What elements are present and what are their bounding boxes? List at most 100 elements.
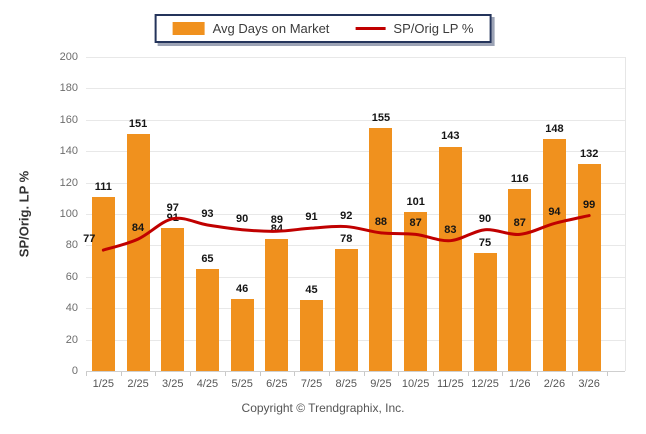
x-tick-mark: [120, 372, 122, 376]
bar-value-label: 45: [305, 284, 318, 297]
bar-value-label: 116: [510, 172, 529, 185]
bar: [334, 248, 358, 371]
line-value-label: 87: [409, 217, 422, 230]
line-value-label: 97: [166, 201, 179, 214]
line-value-label: 90: [478, 212, 492, 225]
legend-label-avg-days-on-market: Avg Days on Market: [212, 21, 330, 36]
y-tick-label: 140: [59, 145, 78, 158]
y-axis-title: SP/Orig. LP %: [16, 170, 32, 258]
y-tick-label: 160: [59, 113, 78, 126]
line-value-label: 92: [340, 209, 353, 222]
x-tick-mark: [155, 372, 157, 376]
gridline: [86, 57, 625, 58]
x-tick-label: 9/25: [370, 378, 392, 390]
x-tick-mark: [398, 372, 400, 376]
gridline: [86, 371, 625, 372]
gridline: [86, 245, 625, 247]
x-tick-mark: [467, 372, 469, 376]
x-tick-mark: [328, 372, 330, 376]
bar: [161, 228, 185, 371]
gridline: [86, 151, 625, 153]
bar-series-swatch-icon: [172, 22, 205, 35]
x-tick-label: 1/26: [509, 378, 531, 390]
x-tick-label: 5/25: [231, 378, 253, 390]
y-tick-label: 60: [65, 270, 78, 283]
legend: Avg Days on Market SP/Orig LP %: [154, 14, 492, 43]
x-tick-label: 2/26: [543, 378, 566, 390]
x-tick-label: 7/25: [300, 378, 323, 390]
line-value-label: 90: [236, 212, 249, 225]
gridline: [86, 182, 625, 184]
copyright-text: Copyright © Trendgraphix, Inc.: [241, 401, 405, 415]
bar-value-label: 143: [441, 130, 460, 143]
bar: [300, 300, 324, 371]
line-value-label: 89: [270, 214, 283, 227]
x-tick-mark: [259, 372, 261, 376]
x-tick-mark: [363, 372, 365, 376]
line-value-label: 87: [513, 217, 526, 230]
bar-value-label: 111: [94, 180, 112, 193]
x-tick-mark: [86, 372, 87, 376]
line-value-label: 84: [131, 222, 145, 235]
y-tick-label: 20: [65, 333, 78, 346]
x-tick-mark: [571, 372, 573, 376]
line-value-label: 91: [305, 211, 318, 224]
bar: [265, 239, 289, 371]
x-tick-label: 10/25: [401, 378, 430, 390]
bar-value-label: 148: [545, 122, 564, 135]
y-tick-label: 0: [71, 365, 78, 377]
x-tick-mark: [606, 372, 608, 376]
gridline: [86, 119, 625, 121]
bar-value-label: 75: [478, 237, 492, 250]
bar: [542, 138, 566, 371]
gridline: [86, 88, 625, 90]
bar: [91, 196, 115, 371]
x-tick-label: 12/25: [471, 378, 499, 390]
y-tick-label: 120: [59, 176, 78, 189]
bar: [404, 212, 428, 371]
y-tick-label: 180: [59, 82, 78, 95]
bar: [438, 146, 462, 371]
bar-value-label: 78: [340, 232, 353, 245]
x-tick-label: 6/25: [266, 378, 288, 390]
legend-label-sp-orig-lp: SP/Orig LP %: [393, 21, 474, 36]
bar: [126, 133, 150, 371]
line-value-label: 77: [83, 233, 96, 246]
bar-value-label: 65: [201, 252, 214, 265]
y-tick-label: 100: [59, 208, 78, 220]
x-tick-label: 2/25: [127, 378, 149, 390]
line-series-swatch-icon: [355, 27, 386, 30]
bar-value-label: 132: [579, 147, 599, 160]
gridline: [86, 214, 625, 215]
x-tick-label: 4/25: [196, 378, 219, 390]
bar: [230, 298, 254, 371]
bar-value-label: 155: [371, 111, 391, 124]
y-tick-label: 200: [59, 51, 78, 63]
legend-item-avg-days-on-market: Avg Days on Market: [172, 21, 330, 36]
y-tick-label: 40: [65, 302, 78, 315]
trend-line-svg: [101, 214, 591, 252]
x-tick-mark: [537, 372, 539, 376]
line-value-label: 88: [374, 215, 388, 228]
x-tick-label: 3/25: [162, 378, 184, 390]
line-value-label: 83: [444, 223, 457, 236]
x-tick-label: 11/25: [436, 378, 464, 390]
bar-value-label: 151: [128, 117, 148, 130]
x-tick-label: 1/25: [92, 378, 115, 390]
bar: [473, 253, 497, 371]
x-tick-label: 3/26: [578, 378, 600, 390]
bar: [195, 268, 219, 371]
plot-right-border: [625, 57, 626, 371]
x-tick-mark: [190, 372, 192, 376]
x-tick-label: 8/25: [335, 378, 357, 390]
plot-area: 111 151 91 65 46 84 45 78 155 101 143 75 116 148 132 77…: [83, 57, 625, 372]
legend-item-sp-orig-lp: SP/Orig LP %: [355, 21, 473, 36]
bar-value-label: 46: [236, 282, 249, 295]
line-value-label: 93: [201, 207, 214, 220]
bar: [369, 127, 393, 371]
trend-line-path: [101, 214, 591, 252]
x-tick-mark: [502, 372, 504, 376]
x-tick-mark: [224, 372, 226, 376]
line-value-label: 99: [583, 198, 596, 211]
